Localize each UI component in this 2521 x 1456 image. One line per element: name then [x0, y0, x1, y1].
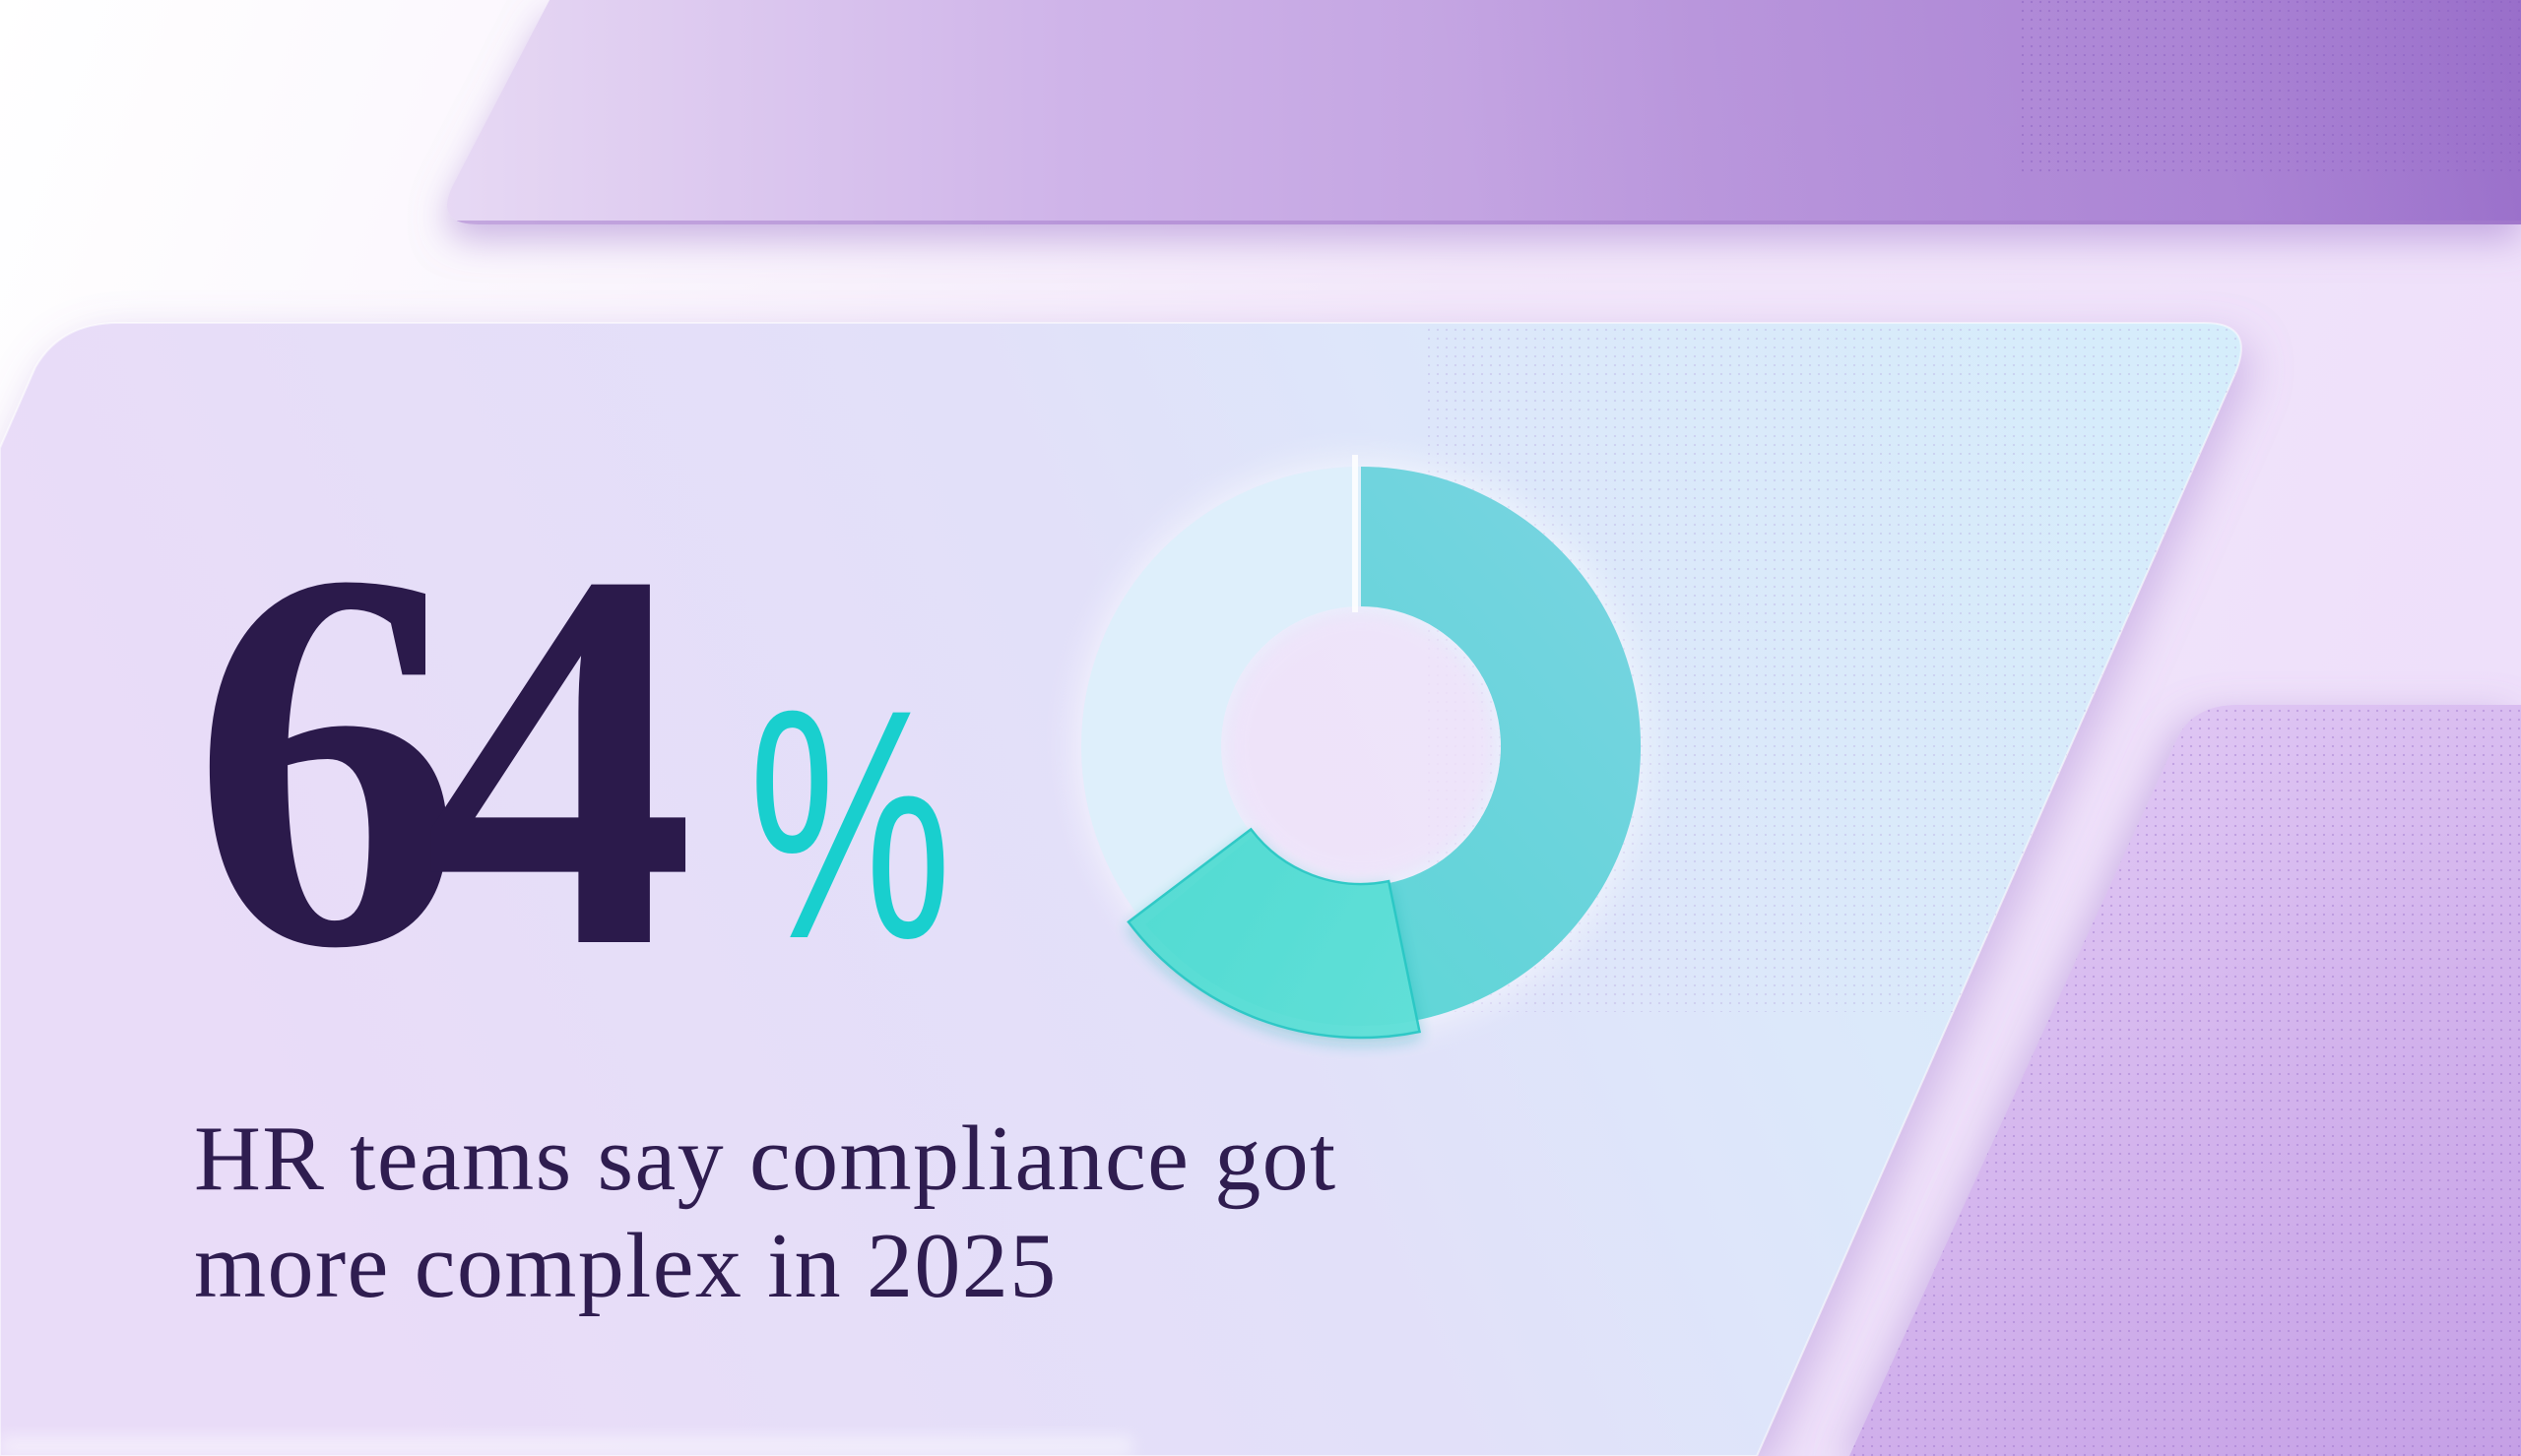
caption: HR teams say compliance got more complex…: [194, 1106, 1337, 1320]
stat-percent-sign: %: [748, 642, 952, 1007]
caption-line-2: more complex in 2025: [194, 1215, 1058, 1318]
caption-line-1: HR teams say compliance got: [194, 1108, 1337, 1210]
bottom-light-strip: [0, 1437, 1132, 1456]
donut-chart: [1073, 455, 1648, 1040]
stat-value: 64: [191, 459, 695, 1060]
dot-texture-top-right: [2019, 0, 2521, 177]
top-panel-shading: [446, 0, 2521, 224]
donut-wedge-overlay: [1127, 827, 1421, 1040]
donut-hole-tint: [1229, 614, 1493, 878]
